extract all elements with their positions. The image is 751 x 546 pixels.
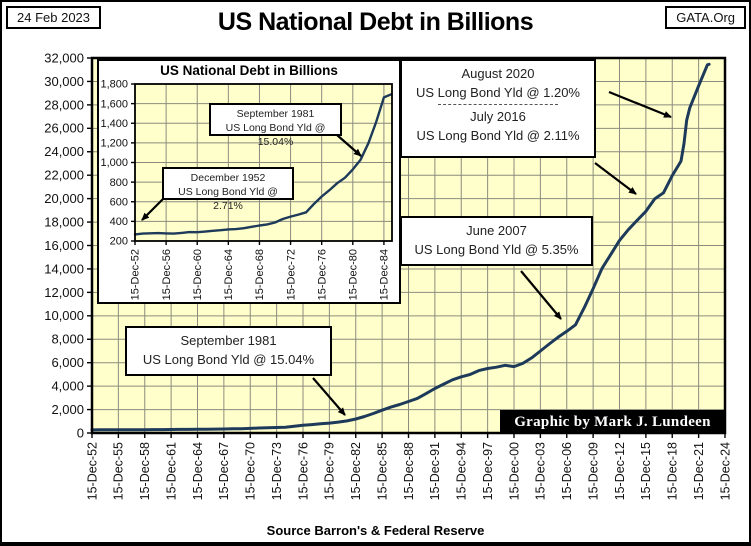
- svg-text:28,000: 28,000: [44, 97, 84, 112]
- debt-line-series: [90, 62, 711, 432]
- svg-text:26,000: 26,000: [44, 121, 84, 136]
- svg-text:1,200: 1,200: [100, 138, 128, 150]
- svg-text:10,000: 10,000: [44, 308, 84, 323]
- svg-text:15-Dec-21: 15-Dec-21: [692, 442, 706, 500]
- svg-text:32,000: 32,000: [44, 50, 84, 65]
- inset-chart-title: US National Debt in Billions: [160, 63, 338, 78]
- annotation-line: August 2020: [461, 66, 535, 81]
- svg-text:1,000: 1,000: [100, 157, 128, 169]
- svg-text:15-Dec-82: 15-Dec-82: [349, 442, 363, 500]
- svg-text:15-Dec-03: 15-Dec-03: [534, 442, 548, 500]
- svg-text:12,000: 12,000: [44, 285, 84, 300]
- svg-text:15-Dec-68: 15-Dec-68: [254, 249, 266, 300]
- svg-text:18,000: 18,000: [44, 214, 84, 229]
- svg-text:15-Dec-60: 15-Dec-60: [192, 249, 204, 300]
- annotation-line: US Long Bond Yld @ 15.04%: [225, 122, 326, 148]
- svg-text:15-Dec-91: 15-Dec-91: [428, 442, 442, 500]
- annotation-line: US Long Bond Yld @ 15.04%: [142, 352, 315, 367]
- x-axis-labels: 15-Dec-52 15-Dec-56 15-Dec-60 15-Dec-64 15-D…: [130, 249, 391, 300]
- svg-text:15-Dec-06: 15-Dec-06: [560, 442, 574, 500]
- annotation-line: June 2007: [466, 223, 527, 238]
- annotation-line: US Long Bond Yld @ 2.71%: [178, 186, 278, 212]
- annotation-line: US Long Bond Yld @ 1.20%: [415, 85, 580, 100]
- svg-text:15-Dec-55: 15-Dec-55: [112, 442, 126, 500]
- svg-text:2,000: 2,000: [51, 402, 84, 417]
- annotation-august-2020-july-2016: August 2020 US Long Bond Yld @ 1.20% Jul…: [400, 59, 596, 158]
- svg-text:15-Dec-52: 15-Dec-52: [85, 442, 99, 500]
- svg-text:15-Dec-52: 15-Dec-52: [130, 249, 142, 300]
- svg-text:15-Dec-84: 15-Dec-84: [379, 249, 391, 300]
- svg-text:15-Dec-15: 15-Dec-15: [639, 442, 653, 500]
- source-caption: Source Barron's & Federal Reserve: [266, 523, 485, 538]
- svg-text:1,400: 1,400: [100, 118, 128, 130]
- annotation-line: September 1981: [236, 108, 315, 120]
- inset-chart: 200 400 600 800 1,000 1,200 1,400 1,600 1,800 15-…: [100, 79, 393, 300]
- svg-text:15-Dec-72: 15-Dec-72: [285, 249, 297, 300]
- svg-text:15-Dec-12: 15-Dec-12: [613, 442, 627, 500]
- svg-text:15-Dec-64: 15-Dec-64: [223, 249, 235, 300]
- svg-text:15-Dec-94: 15-Dec-94: [455, 442, 469, 500]
- gata-org-label: GATA.Org: [676, 10, 735, 25]
- svg-text:15-Dec-56: 15-Dec-56: [161, 249, 173, 300]
- svg-text:30,000: 30,000: [44, 74, 84, 89]
- y-axis-labels: 200 400 600 800 1,000 1,200 1,400 1,600 1,800: [100, 79, 128, 248]
- annotation-line: July 2016: [470, 109, 526, 124]
- svg-text:15-Dec-00: 15-Dec-00: [507, 442, 521, 500]
- svg-text:20,000: 20,000: [44, 191, 84, 206]
- svg-text:0: 0: [77, 425, 84, 440]
- svg-text:15-Dec-97: 15-Dec-97: [481, 442, 495, 500]
- svg-text:15-Dec-85: 15-Dec-85: [375, 442, 389, 500]
- svg-text:400: 400: [110, 216, 128, 228]
- svg-text:24,000: 24,000: [44, 144, 84, 159]
- annotation-line: September 1981: [180, 333, 277, 348]
- svg-text:200: 200: [110, 236, 128, 248]
- svg-text:15-Dec-58: 15-Dec-58: [138, 442, 152, 500]
- svg-text:15-Dec-18: 15-Dec-18: [666, 442, 680, 500]
- plot-border: [134, 83, 393, 242]
- svg-text:1,800: 1,800: [100, 79, 128, 91]
- svg-text:15-Dec-61: 15-Dec-61: [164, 442, 178, 500]
- annotation-inset-december-1952: December 1952 US Long Bond Yld @ 2.71%: [162, 167, 294, 212]
- svg-text:15-Dec-73: 15-Dec-73: [270, 442, 284, 500]
- credit-badge: Graphic by Mark J. Lundeen: [500, 410, 725, 434]
- plot-border: [90, 56, 727, 435]
- svg-text:15-Dec-76: 15-Dec-76: [316, 249, 328, 300]
- svg-text:6,000: 6,000: [51, 355, 84, 370]
- date-box: 24 Feb 2023: [6, 6, 102, 29]
- annotation-line: US Long Bond Yld @ 5.35%: [414, 242, 579, 257]
- page-title: US National Debt in Billions: [217, 8, 534, 36]
- svg-text:15-Dec-76: 15-Dec-76: [296, 442, 310, 500]
- svg-text:22,000: 22,000: [44, 168, 84, 183]
- dashed-divider: [438, 104, 558, 105]
- annotation-june-2007: June 2007 US Long Bond Yld @ 5.35%: [400, 216, 593, 266]
- svg-text:800: 800: [110, 177, 128, 189]
- svg-text:15-Dec-24: 15-Dec-24: [718, 442, 732, 500]
- svg-text:15-Dec-67: 15-Dec-67: [217, 442, 231, 500]
- annotation-line: US Long Bond Yld @ 2.11%: [416, 128, 580, 143]
- inset-chart-panel: 200 400 600 800 1,000 1,200 1,400 1,600 1,800 15-…: [97, 59, 401, 304]
- svg-text:600: 600: [110, 196, 128, 208]
- svg-text:8,000: 8,000: [51, 332, 84, 347]
- debt-line-series: [133, 93, 393, 236]
- svg-text:15-Dec-70: 15-Dec-70: [244, 442, 258, 500]
- date-label: 24 Feb 2023: [17, 10, 91, 25]
- annotation-inset-september-1981: September 1981 US Long Bond Yld @ 15.04%: [209, 103, 342, 148]
- svg-text:15-Dec-09: 15-Dec-09: [586, 442, 600, 500]
- svg-text:15-Dec-64: 15-Dec-64: [191, 442, 205, 500]
- svg-text:4,000: 4,000: [51, 379, 84, 394]
- svg-text:15-Dec-88: 15-Dec-88: [402, 442, 416, 500]
- svg-text:15-Dec-80: 15-Dec-80: [348, 249, 360, 300]
- y-axis-labels: 0 2,000 4,000 6,000 8,000 10,000 12,000 14,000 1…: [44, 50, 84, 440]
- svg-text:15-Dec-79: 15-Dec-79: [323, 442, 337, 500]
- annotation-september-1981: September 1981 US Long Bond Yld @ 15.04%: [125, 326, 332, 376]
- gata-org-box: GATA.Org: [665, 6, 746, 29]
- svg-text:1,600: 1,600: [100, 98, 128, 110]
- svg-text:14,000: 14,000: [44, 261, 84, 276]
- x-axis-labels: 15-Dec-52 15-Dec-55 15-Dec-58 15-Dec-61 15-D…: [85, 442, 732, 500]
- annotation-line: December 1952: [190, 172, 266, 184]
- svg-text:16,000: 16,000: [44, 238, 84, 253]
